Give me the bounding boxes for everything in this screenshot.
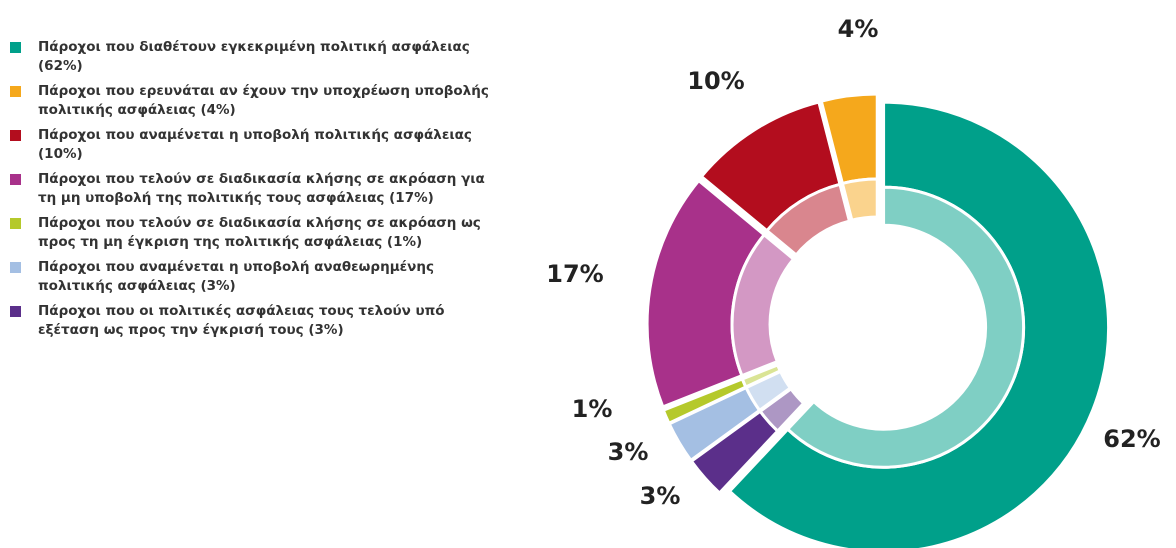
legend-swatch [10,174,21,185]
value-label: 62% [1103,425,1160,453]
value-label: 10% [687,67,744,95]
legend-item: Πάροχοι που τελούν σε διαδικασία κλήσης … [10,170,495,208]
legend-label: Πάροχοι που διαθέτουν εγκεκριμένη πολιτι… [38,39,470,74]
legend-swatch [10,42,21,53]
legend-label: Πάροχοι που αναμένεται η υποβολή αναθεωρ… [38,259,434,294]
legend-swatch [10,262,21,273]
legend-swatch [10,218,21,229]
legend-swatch [10,306,21,317]
inner-slice [840,177,879,223]
legend-label: Πάροχοι που αναμένεται η υποβολή πολιτικ… [38,127,472,162]
legend-item: Πάροχοι που διαθέτουν εγκεκριμένη πολιτι… [10,38,495,76]
value-label: 4% [838,15,879,43]
inner-slice [730,232,796,378]
legend-swatch [10,86,21,97]
legend-label: Πάροχοι που τελούν σε διαδικασία κλήσης … [38,171,485,206]
legend-label: Πάροχοι που οι πολιτικές ασφάλειας τους … [38,303,445,338]
segment [819,92,879,223]
legend-item: Πάροχοι που αναμένεται η υποβολή πολιτικ… [10,126,495,164]
segment [645,178,796,409]
legend-item: Πάροχοι που οι πολιτικές ασφάλειας τους … [10,302,495,340]
value-label: 1% [572,395,613,423]
legend-item: Πάροχοι που αναμένεται η υποβολή αναθεωρ… [10,258,495,296]
value-label: 17% [546,260,603,288]
value-label: 3% [640,482,681,510]
legend: Πάροχοι που διαθέτουν εγκεκριμένη πολιτι… [10,38,495,346]
legend-label: Πάροχοι που τελούν σε διαδικασία κλήσης … [38,215,481,250]
inner-slice [785,185,1026,469]
legend-swatch [10,130,21,141]
value-label: 3% [608,438,649,466]
segment [727,100,1111,548]
legend-item: Πάροχοι που τελούν σε διαδικασία κλήσης … [10,214,495,252]
segment [699,100,852,258]
legend-label: Πάροχοι που ερευνάται αν έχουν την υποχρ… [38,83,489,118]
inner-slice [764,182,852,258]
segment [661,362,783,426]
inner-slice [740,362,783,389]
legend-item: Πάροχοι που ερευνάται αν έχουν την υποχρ… [10,82,495,120]
